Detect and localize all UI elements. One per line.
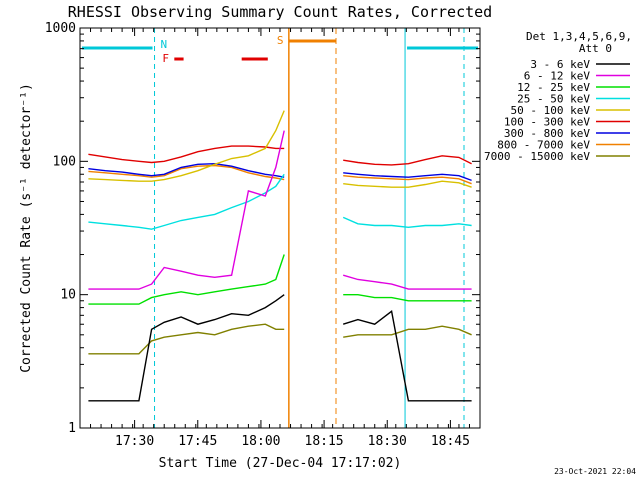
legend-entry-label: 3 - 6 keV	[530, 58, 590, 71]
x-tick-label: 18:00	[241, 434, 280, 449]
x-tick-label: 17:30	[115, 434, 154, 449]
y-axis: 1 10 100 1000	[45, 21, 480, 436]
series-line	[88, 162, 285, 178]
y-tick-label: 1000	[45, 21, 76, 36]
legend-entry-label: 100 - 300 keV	[504, 116, 590, 129]
legend-header-detectors: Det 1,3,4,5,6,9,	[526, 30, 632, 43]
generation-timestamp: 23-Oct-2021 22:04	[554, 467, 636, 476]
legend-entry-label: 12 - 25 keV	[517, 81, 590, 94]
plot-area: N S F	[82, 28, 478, 428]
saa-flag-label: S	[277, 34, 284, 47]
series-line	[343, 175, 472, 185]
series-line	[343, 274, 472, 290]
chart-title: RHESSI Observing Summary Count Rates, Co…	[68, 3, 492, 21]
x-axis: 17:30 17:45 18:00 18:15 18:30 18:45	[79, 28, 481, 449]
series-line	[88, 130, 285, 290]
flare-flag-label: F	[162, 52, 169, 65]
series-line	[343, 325, 472, 338]
series-line	[88, 254, 285, 305]
legend-entry-label: 25 - 50 keV	[517, 93, 590, 106]
y-tick-label: 1	[68, 421, 76, 436]
series-line	[88, 323, 285, 355]
series-line	[343, 172, 472, 182]
series-line	[88, 294, 285, 402]
legend-entry-label: 300 - 800 keV	[504, 127, 590, 140]
series-line	[343, 180, 472, 188]
series-line	[343, 155, 472, 166]
legend-entry-label: 7000 - 15000 keV	[484, 150, 590, 163]
legend-header-attenuator: Att 0	[579, 42, 612, 55]
x-tick-label: 17:45	[178, 434, 217, 449]
series-line	[342, 216, 472, 229]
x-tick-label: 18:30	[368, 434, 407, 449]
night-flag-label: N	[161, 38, 168, 51]
y-axis-label: Corrected Count Rate (s⁻¹ detector⁻¹)	[19, 83, 34, 373]
series-line	[88, 164, 285, 181]
y-tick-label: 10	[60, 288, 76, 303]
series-line	[88, 110, 285, 182]
legend-entry-label: 6 - 12 keV	[524, 70, 591, 83]
x-axis-label: Start Time (27-Dec-04 17:17:02)	[159, 456, 402, 471]
y-tick-label: 100	[53, 154, 76, 169]
legend-entry-label: 50 - 100 keV	[511, 104, 591, 117]
series-line	[342, 310, 472, 402]
series-line	[88, 173, 285, 230]
series-line	[88, 145, 285, 164]
x-tick-label: 18:45	[431, 434, 470, 449]
x-tick-label: 18:15	[305, 434, 344, 449]
legend-entry-label: 800 - 7000 keV	[497, 139, 590, 152]
series-line	[343, 294, 472, 302]
